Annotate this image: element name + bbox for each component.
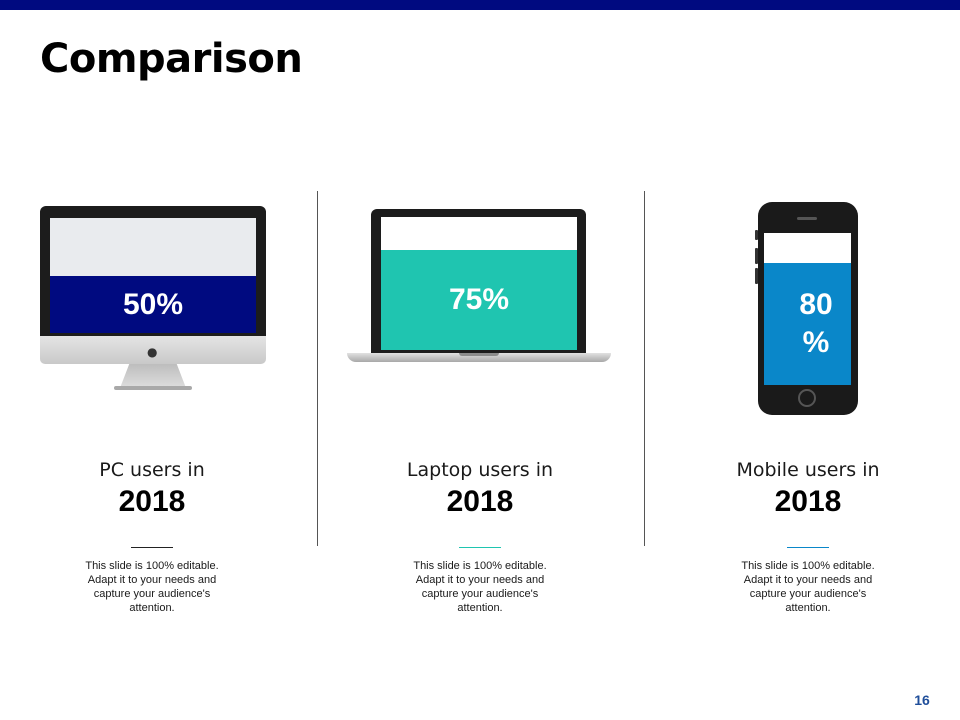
laptop-description: This slide is 100% editable. Adapt it to…	[413, 560, 547, 614]
pc-column: PC users in 2018 This slide is 100% edit…	[32, 457, 272, 615]
pc-percent-fill	[50, 275, 256, 333]
mobile-percent-label: 80 %	[799, 288, 833, 359]
apple-logo-icon: ●	[147, 345, 158, 359]
monitor-screen	[50, 218, 256, 333]
laptop-notch	[459, 353, 499, 356]
phone-side-button	[755, 248, 758, 264]
desktop-monitor-icon: ● 50%	[40, 206, 266, 390]
pc-underline	[131, 547, 173, 548]
mobile-users-label: Mobile users in	[736, 459, 880, 481]
laptop-column: Laptop users in 2018 This slide is 100% …	[360, 457, 600, 615]
phone-speaker	[797, 217, 817, 220]
mobile-percent-fill	[764, 263, 851, 385]
laptop-year: 2018	[446, 485, 514, 518]
phone-side-button	[755, 268, 758, 284]
page-number: 16	[914, 692, 930, 708]
phone-screen	[764, 233, 851, 385]
pc-description: This slide is 100% editable. Adapt it to…	[85, 560, 219, 614]
laptop-underline	[459, 547, 501, 548]
monitor-chin	[40, 336, 266, 364]
laptop-percent-fill	[381, 250, 577, 350]
laptop-base	[347, 353, 611, 362]
mobile-underline	[787, 547, 829, 548]
column-divider-left	[317, 191, 318, 546]
pc-percent-label: 50%	[122, 288, 184, 321]
pc-users-label: PC users in	[99, 459, 205, 481]
column-divider-right	[644, 191, 645, 546]
mobile-year: 2018	[774, 485, 842, 518]
phone-home-button	[798, 389, 816, 407]
phone-side-button	[755, 230, 758, 240]
mobile-description: This slide is 100% editable. Adapt it to…	[741, 560, 875, 614]
mobile-column: Mobile users in 2018 This slide is 100% …	[688, 457, 928, 615]
monitor-stand	[120, 364, 186, 388]
mobile-phone-icon: 80 %	[755, 202, 860, 415]
laptop-icon: 75%	[347, 209, 611, 363]
top-accent-bar	[0, 0, 960, 10]
laptop-users-label: Laptop users in	[406, 459, 554, 481]
slide-title: Comparison	[40, 36, 303, 82]
laptop-percent-label: 75%	[448, 283, 510, 316]
monitor-base	[114, 386, 192, 390]
pc-year: 2018	[118, 485, 186, 518]
laptop-screen	[381, 217, 577, 350]
